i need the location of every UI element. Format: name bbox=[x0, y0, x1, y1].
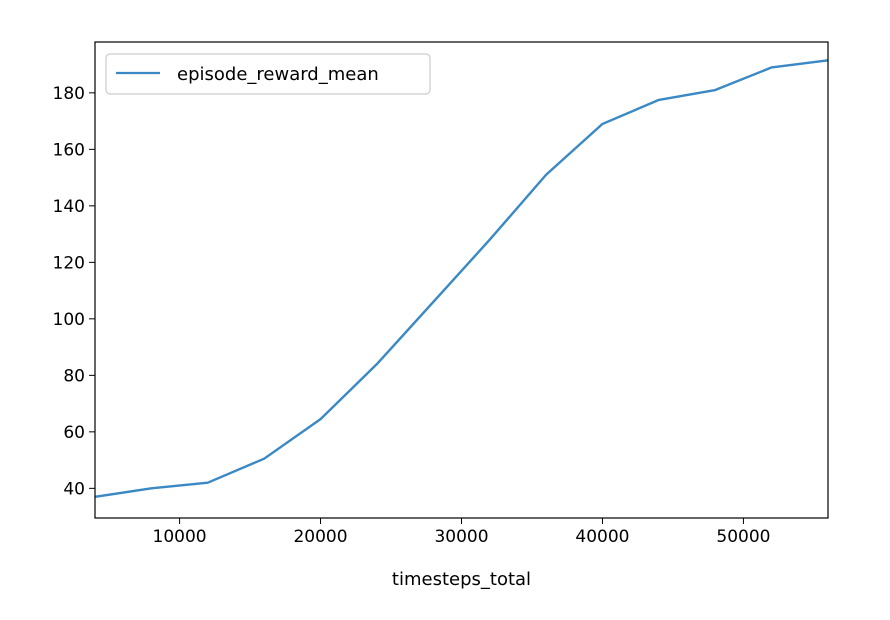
legend-label-episode-reward-mean: episode_reward_mean bbox=[177, 64, 379, 85]
y-tick-label: 140 bbox=[53, 197, 85, 217]
y-tick-label: 120 bbox=[53, 253, 85, 273]
series-layer bbox=[94, 59, 829, 498]
y-tick-label: 180 bbox=[53, 84, 85, 104]
series-line-episode-reward-mean bbox=[94, 59, 829, 498]
x-tick-label: 40000 bbox=[575, 527, 629, 547]
y-tick-label: 80 bbox=[63, 366, 85, 386]
legend-box bbox=[105, 53, 431, 95]
x-tick-label: 50000 bbox=[716, 527, 770, 547]
plot-frame bbox=[94, 41, 829, 519]
x-tick-label: 30000 bbox=[434, 527, 488, 547]
plot-area bbox=[95, 42, 828, 518]
y-tick-label: 100 bbox=[53, 310, 85, 330]
x-axis-title: timesteps_total bbox=[392, 569, 531, 590]
y-tick-label: 60 bbox=[63, 423, 85, 443]
x-tick-label: 10000 bbox=[153, 527, 207, 547]
ticks-layer: 10000 20000 30000 40000 50000 40 60 80 100 120 140… bbox=[53, 84, 771, 547]
y-tick-label: 40 bbox=[63, 479, 85, 499]
legend: episode_reward_mean bbox=[105, 53, 431, 95]
y-tick-label: 160 bbox=[53, 140, 85, 160]
x-tick-label: 20000 bbox=[293, 527, 347, 547]
